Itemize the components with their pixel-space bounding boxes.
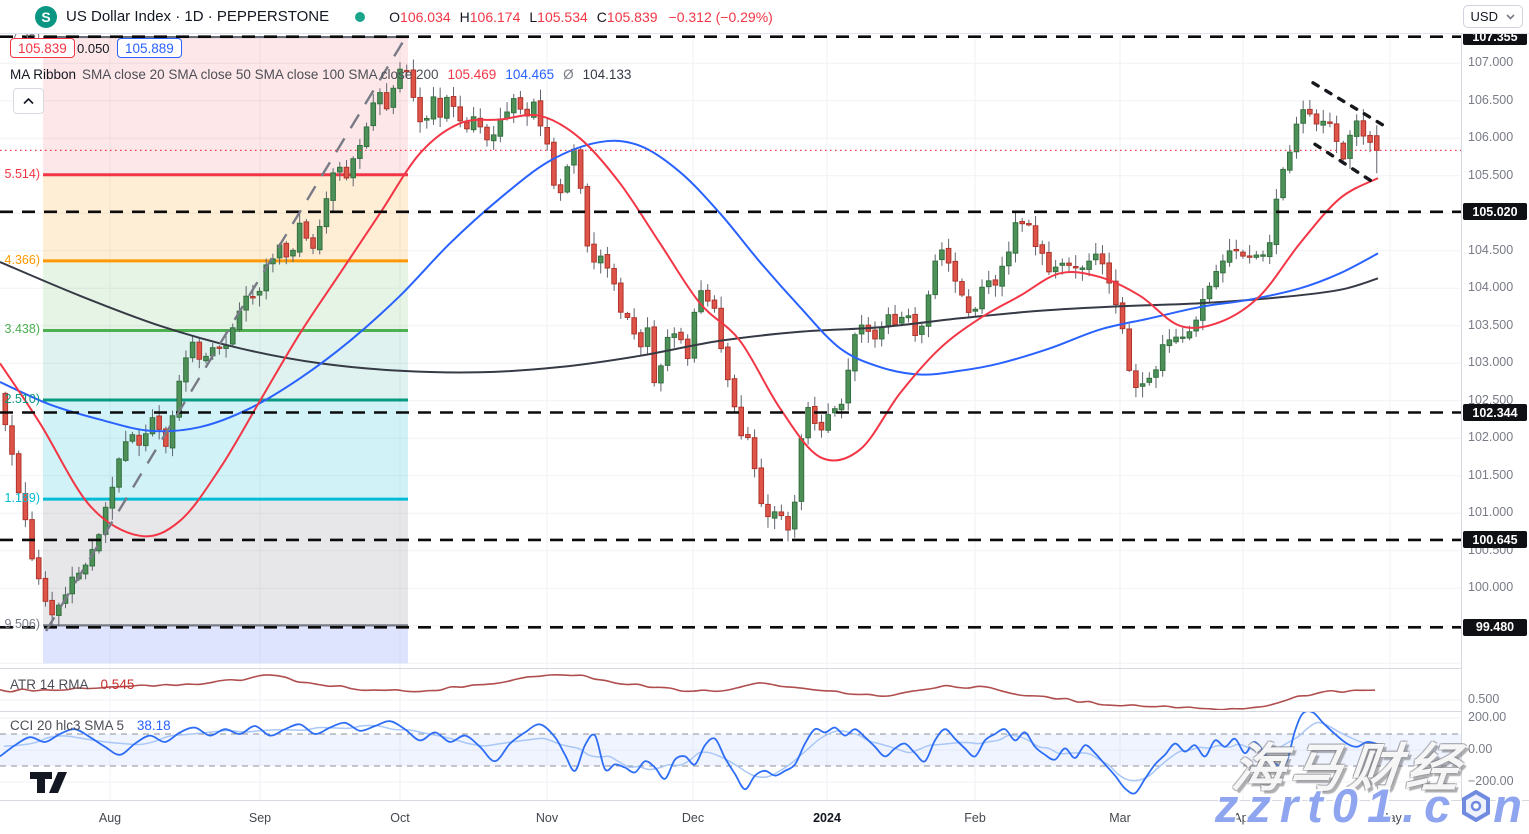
symbol-title[interactable]: US Dollar Index · 1D · PEPPERSTONE (66, 8, 330, 25)
time-axis-label: Feb (964, 811, 986, 825)
spread-value: 0.050 (77, 41, 110, 56)
ask-price-tag: 105.889 (117, 38, 182, 58)
cci-band (0, 733, 1461, 767)
time-axis-label: Dec (681, 811, 705, 825)
time-axis-label: Aug (98, 811, 122, 825)
ohlc-segment: H106.174 (459, 8, 521, 25)
ohlc-segment: C105.839 (596, 8, 658, 25)
hexagon-icon (1461, 778, 1491, 833)
atr-value: 0.545 (100, 677, 135, 692)
ohlc-segment: O106.034 (389, 8, 451, 25)
cci-sma-line (3, 721, 1382, 782)
cci-label: CCI 20 hlc3 SMA 5 (10, 718, 125, 733)
atr-label: ATR 14 RMA (10, 677, 88, 692)
cci-axis-label: 200.00 (1468, 710, 1507, 724)
fib-level-label: 1.189) (4, 491, 40, 506)
symbol-logo[interactable]: S (35, 5, 57, 28)
ma-ribbon-params: SMA close 20 SMA close 50 SMA close 100 … (82, 67, 439, 82)
fib-level-label: 5.514) (4, 166, 40, 181)
price-axis-label: 103.000 (1468, 355, 1514, 370)
pane-separator[interactable] (0, 668, 1529, 669)
fib-level-label: 3.438) (4, 322, 40, 337)
time-axis-label: Sep (248, 811, 272, 825)
time-axis[interactable]: Aug Sep Oct Nov Dec 2024 Feb Mar Apr May (0, 800, 1529, 834)
watermark-site-suffix: n (1493, 779, 1529, 832)
cci-legend[interactable]: CCI 20 hlc3 SMA 5 38.18 (10, 718, 171, 733)
time-axis-label: 2024 (813, 811, 841, 825)
sma20-line (0, 113, 1379, 538)
fib-level-label: 4.366) (4, 252, 40, 267)
fib-level-label: 2.510) (4, 392, 40, 407)
price-level-badge: 99.480 (1463, 618, 1527, 636)
time-axis-label: Mar (1109, 811, 1131, 825)
tradingview-logo[interactable] (28, 770, 70, 800)
atr-axis-label: 0.500 (1468, 692, 1500, 706)
atr-line (0, 674, 1376, 710)
cci-axis-label: 0.00 (1468, 742, 1493, 756)
ma-ribbon-values: 105.469 104.465 Ø 104.133 (439, 67, 632, 82)
currency-selector[interactable]: USD (1462, 5, 1523, 28)
price-axis-label: 104.500 (1468, 242, 1514, 257)
price-change: −0.312 (−0.29%) (668, 8, 773, 25)
ma-ribbon-legend[interactable]: MA Ribbon SMA close 20 SMA close 50 SMA … (10, 67, 631, 82)
price-axis-label: 106.500 (1468, 92, 1514, 107)
price-axis-label: 102.000 (1468, 430, 1514, 445)
watermark-site-prefix: zzrt01.c (1214, 779, 1460, 832)
cci-line (0, 712, 1378, 795)
price-axis-label: 106.000 (1468, 130, 1514, 145)
price-axis-label: 107.000 (1468, 55, 1514, 70)
watermark-site: zzrt01.c n (1215, 778, 1529, 833)
price-axis-label: 101.500 (1468, 467, 1514, 482)
price-axis-label: 101.000 (1468, 505, 1514, 520)
fib-level-label: 9.506) (4, 617, 40, 632)
ma-value: 104.133 (582, 67, 632, 82)
cci-axis-label: −200.00 (1468, 774, 1514, 788)
currency-label: USD (1470, 9, 1498, 24)
time-axis-label: Apr (1233, 811, 1253, 825)
price-axis-label: 103.500 (1468, 317, 1514, 332)
market-status-icon[interactable] (355, 11, 366, 22)
price-axis-label: 105.500 (1468, 167, 1514, 182)
time-axis-label: May (1378, 811, 1402, 825)
time-axis-label: Oct (390, 811, 410, 825)
top-toolbar: S US Dollar Index · 1D · PEPPERSTONE O10… (0, 0, 1529, 34)
price-level-badge: 102.344 (1463, 404, 1527, 421)
ma-value: 104.465 (505, 67, 555, 82)
chevron-up-icon (23, 97, 34, 104)
ma-lines (0, 113, 1379, 538)
chevron-down-icon (1506, 13, 1515, 20)
ma-ribbon-title: MA Ribbon (10, 67, 77, 82)
sma200-line (0, 261, 1379, 374)
fib-retracement-zone[interactable] (43, 35, 408, 664)
key-level-lines[interactable] (0, 35, 1461, 629)
gridlines (0, 34, 1461, 800)
sma50-line (0, 139, 1379, 433)
axis-separator (1461, 0, 1462, 834)
collapse-legend-button[interactable] (13, 88, 44, 114)
ohlc-readout: O106.034 H106.174 L105.534 C105.839 (389, 9, 666, 25)
trendline[interactable] (44, 32, 410, 632)
tradingview-logo-icon (30, 772, 67, 793)
ma-value: Ø (563, 67, 574, 82)
ma-value: 105.469 (447, 67, 497, 82)
flag-channel[interactable] (1311, 81, 1392, 186)
bid-price-tag: 105.839 (10, 38, 75, 58)
cci-value: 38.18 (136, 718, 171, 733)
pane-separator[interactable] (0, 711, 1529, 712)
time-axis-label: Nov (535, 811, 559, 825)
atr-legend[interactable]: ATR 14 RMA 0.545 (10, 677, 134, 692)
price-axis[interactable]: 107.000 106.500 106.000 105.500 104.500 104.0… (1462, 0, 1529, 800)
price-level-badge: 105.020 (1463, 203, 1527, 221)
ohlc-segment: L105.534 (529, 8, 588, 25)
price-axis-label: 102.500 (1468, 392, 1514, 407)
price-axis-label: 104.000 (1468, 280, 1514, 295)
price-level-badge: 100.645 (1463, 531, 1527, 549)
price-axis-label: 100.000 (1468, 580, 1514, 595)
